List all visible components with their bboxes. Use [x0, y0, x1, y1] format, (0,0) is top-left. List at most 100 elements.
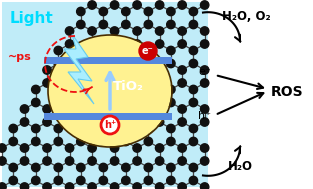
Circle shape	[200, 157, 209, 165]
Text: H₂O: H₂O	[228, 160, 253, 174]
Text: e⁻: e⁻	[142, 46, 154, 56]
Circle shape	[167, 7, 175, 16]
Circle shape	[167, 20, 175, 29]
Circle shape	[54, 46, 63, 55]
Circle shape	[99, 163, 108, 172]
Circle shape	[189, 46, 198, 55]
Text: e⁻: e⁻	[198, 67, 211, 77]
Ellipse shape	[59, 46, 150, 128]
Circle shape	[133, 27, 141, 35]
Circle shape	[144, 7, 152, 16]
Ellipse shape	[72, 60, 125, 107]
Circle shape	[200, 183, 209, 189]
Circle shape	[189, 176, 198, 185]
Ellipse shape	[61, 49, 146, 125]
Circle shape	[144, 98, 152, 107]
Circle shape	[156, 27, 164, 35]
Circle shape	[122, 176, 130, 185]
Circle shape	[88, 40, 96, 48]
Circle shape	[65, 66, 74, 74]
Polygon shape	[64, 34, 94, 104]
Text: ROS: ROS	[271, 85, 304, 99]
Ellipse shape	[66, 53, 137, 117]
Circle shape	[189, 163, 198, 172]
Ellipse shape	[58, 45, 152, 130]
Ellipse shape	[64, 52, 140, 120]
Circle shape	[54, 124, 63, 133]
Ellipse shape	[49, 36, 170, 146]
Circle shape	[133, 183, 141, 189]
Ellipse shape	[57, 44, 154, 132]
Ellipse shape	[56, 43, 157, 135]
Circle shape	[88, 66, 96, 74]
Ellipse shape	[52, 39, 164, 140]
Circle shape	[77, 7, 85, 16]
Circle shape	[200, 144, 209, 152]
Bar	[44, 57, 172, 64]
Ellipse shape	[53, 40, 162, 139]
Circle shape	[144, 124, 152, 133]
Circle shape	[122, 163, 130, 172]
Ellipse shape	[57, 44, 155, 132]
Circle shape	[133, 105, 141, 113]
Circle shape	[77, 137, 85, 146]
Ellipse shape	[68, 55, 133, 114]
Circle shape	[200, 27, 209, 35]
Circle shape	[32, 176, 40, 185]
Ellipse shape	[51, 38, 166, 141]
Circle shape	[133, 157, 141, 165]
Circle shape	[156, 79, 164, 87]
Circle shape	[133, 144, 141, 152]
Circle shape	[178, 27, 186, 35]
Ellipse shape	[70, 57, 129, 111]
Circle shape	[156, 1, 164, 9]
Circle shape	[167, 163, 175, 172]
Ellipse shape	[58, 45, 153, 131]
Circle shape	[99, 7, 108, 16]
Circle shape	[122, 7, 130, 16]
Circle shape	[43, 66, 51, 74]
Circle shape	[20, 183, 29, 189]
Ellipse shape	[54, 41, 161, 138]
Circle shape	[189, 137, 198, 146]
Circle shape	[32, 163, 40, 172]
Ellipse shape	[73, 60, 124, 106]
Text: ~ps: ~ps	[8, 52, 32, 62]
Ellipse shape	[64, 51, 141, 121]
Circle shape	[110, 105, 119, 113]
Circle shape	[101, 116, 119, 134]
Circle shape	[189, 20, 198, 29]
Bar	[44, 113, 172, 120]
Ellipse shape	[65, 52, 139, 119]
Circle shape	[20, 105, 29, 113]
Ellipse shape	[72, 59, 125, 108]
Circle shape	[20, 144, 29, 152]
Circle shape	[178, 183, 186, 189]
Ellipse shape	[61, 48, 147, 126]
Circle shape	[88, 1, 96, 9]
Circle shape	[88, 105, 96, 113]
Circle shape	[200, 79, 209, 87]
Circle shape	[139, 42, 157, 60]
Circle shape	[65, 27, 74, 35]
Circle shape	[189, 7, 198, 16]
Ellipse shape	[55, 42, 158, 135]
Circle shape	[43, 183, 51, 189]
Circle shape	[122, 98, 130, 107]
Circle shape	[110, 157, 119, 165]
Circle shape	[167, 46, 175, 55]
Circle shape	[99, 98, 108, 107]
Ellipse shape	[50, 37, 168, 143]
Ellipse shape	[51, 38, 166, 142]
Circle shape	[110, 79, 119, 87]
Bar	[2, 2, 208, 187]
Circle shape	[167, 85, 175, 94]
Circle shape	[88, 157, 96, 165]
Circle shape	[99, 20, 108, 29]
Circle shape	[9, 163, 18, 172]
Ellipse shape	[54, 41, 161, 137]
Ellipse shape	[59, 46, 151, 129]
Ellipse shape	[66, 54, 136, 116]
Circle shape	[77, 59, 85, 68]
Circle shape	[99, 46, 108, 55]
